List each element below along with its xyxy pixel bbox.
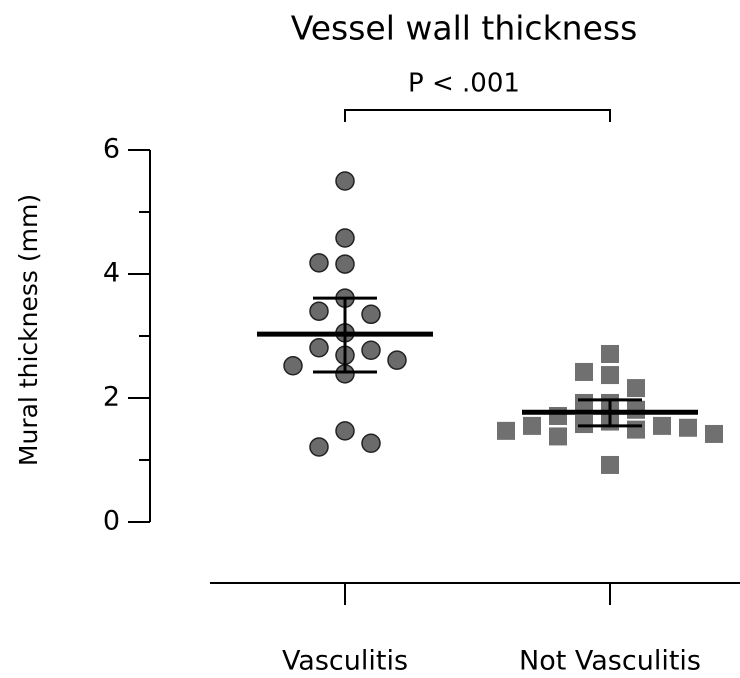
data-point	[309, 437, 329, 457]
data-point	[361, 304, 381, 325]
y-tick-label: 0	[103, 506, 120, 537]
data-point	[497, 421, 515, 440]
y-axis-label: Mural thickness (mm)	[14, 194, 43, 466]
data-point	[549, 406, 567, 425]
data-point	[335, 171, 355, 191]
data-point	[653, 416, 671, 435]
data-point	[335, 228, 355, 248]
x-tick-label: Vasculitis	[282, 646, 408, 677]
annotation: P < .001	[408, 69, 520, 99]
data-point	[309, 253, 329, 273]
data-point	[549, 427, 567, 446]
data-point	[283, 356, 303, 376]
chart-title: Vessel wall thickness	[291, 9, 638, 48]
data-point	[627, 420, 645, 439]
data-point	[601, 344, 619, 363]
data-point	[309, 301, 329, 321]
y-tick-label: 4	[103, 258, 120, 289]
y-tick-label: 2	[103, 382, 120, 413]
significance-bracket	[344, 109, 611, 122]
data-point	[601, 455, 619, 474]
data-point	[309, 338, 329, 358]
data-point	[387, 350, 407, 370]
x-tick-label: Not Vasculitis	[519, 646, 701, 677]
data-point	[601, 366, 619, 385]
data-point	[575, 415, 593, 434]
data-point	[575, 362, 593, 381]
data-point	[523, 416, 541, 435]
data-point	[705, 424, 723, 443]
data-point	[679, 418, 697, 437]
data-point	[335, 254, 355, 274]
y-tick-label: 6	[103, 134, 120, 165]
data-point	[627, 379, 645, 398]
data-point	[335, 421, 355, 441]
data-point	[361, 433, 381, 454]
data-point	[575, 393, 593, 412]
data-point	[361, 340, 381, 361]
